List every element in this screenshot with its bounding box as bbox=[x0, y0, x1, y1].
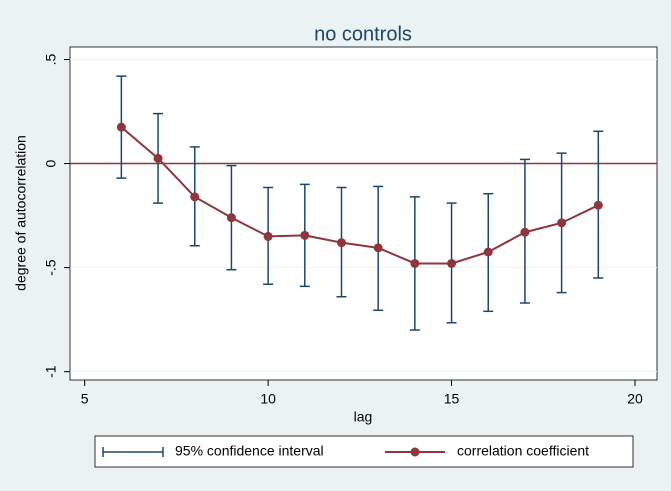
point bbox=[593, 200, 603, 210]
legend-label: correlation coefficient bbox=[457, 443, 589, 459]
y-tick-label: 0 bbox=[43, 159, 59, 167]
point bbox=[520, 227, 530, 237]
legend-label: 95% confidence interval bbox=[175, 443, 324, 459]
point bbox=[410, 258, 420, 268]
y-tick-label: -1 bbox=[43, 365, 59, 378]
plot-area bbox=[69, 46, 658, 381]
x-tick-label: 5 bbox=[81, 391, 89, 407]
y-axis-label: degree of autocorrelation bbox=[13, 135, 29, 291]
point bbox=[300, 230, 310, 240]
line bbox=[120, 126, 599, 265]
x-tick-label: 15 bbox=[444, 391, 460, 407]
chart-title: no controls bbox=[314, 23, 412, 45]
point bbox=[190, 192, 200, 202]
point bbox=[483, 247, 493, 257]
legend-swatch bbox=[410, 447, 420, 457]
point bbox=[447, 258, 457, 268]
point bbox=[373, 243, 383, 253]
y-tick-label: .5 bbox=[43, 53, 59, 65]
legend bbox=[94, 435, 634, 468]
point bbox=[116, 122, 126, 132]
point bbox=[557, 218, 567, 228]
point bbox=[226, 213, 236, 223]
y-tick-label: -.5 bbox=[43, 259, 59, 276]
x-axis-label: lag bbox=[354, 409, 373, 425]
point bbox=[153, 153, 163, 163]
x-tick-label: 20 bbox=[627, 391, 643, 407]
point bbox=[263, 231, 273, 241]
point bbox=[336, 238, 346, 248]
x-tick-label: 10 bbox=[260, 391, 276, 407]
